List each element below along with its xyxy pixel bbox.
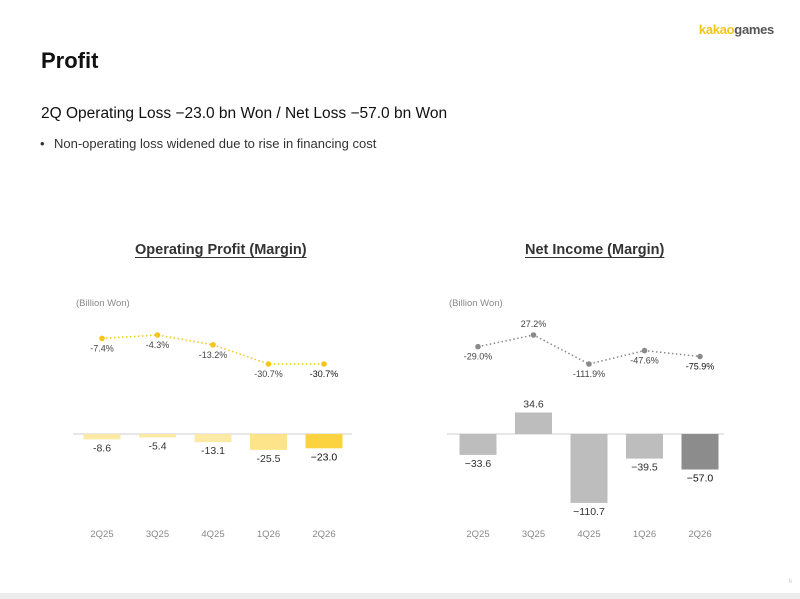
op-bar-1Q26 bbox=[250, 434, 287, 450]
ni-category-label: 4Q25 bbox=[577, 529, 600, 540]
operating-profit-chart: -8.6 -7.4% 2Q25 -5.4 -4.3% 3Q25 -13.1 -13.2% 4Q2… bbox=[73, 332, 352, 540]
op-margin-dot bbox=[321, 361, 327, 367]
ni-margin-label: -111.9% bbox=[573, 369, 605, 379]
op-bar-4Q25 bbox=[194, 434, 232, 443]
ni-margin-dot bbox=[586, 361, 592, 367]
ni-margin-dot bbox=[697, 353, 703, 360]
bullet-text: Non-operating loss widened due to rise i… bbox=[54, 136, 377, 151]
op-value-label: -5.4 bbox=[148, 440, 166, 452]
ni-category-label: 2Q25 bbox=[466, 529, 489, 540]
ni-margin-label: 27.2% bbox=[521, 319, 547, 329]
ni-bar-3Q25 bbox=[515, 412, 552, 434]
op-margin-label: -30.7% bbox=[254, 369, 283, 379]
ni-margin-dot bbox=[475, 343, 481, 350]
op-value-label: -25.5 bbox=[257, 453, 281, 465]
ni-margin-label: -47.6% bbox=[630, 356, 659, 366]
op-unit-label: (Billion Won) bbox=[76, 298, 130, 309]
op-value-label: −23.0 bbox=[311, 451, 338, 463]
ni-category-label: 1Q26 bbox=[633, 529, 656, 540]
op-bar-2Q25 bbox=[83, 434, 121, 440]
op-margin-line bbox=[101, 334, 324, 365]
ni-bar-2Q25 bbox=[459, 434, 497, 455]
ni-margin-dot bbox=[641, 347, 648, 354]
ni-value-label: −33.6 bbox=[465, 458, 492, 470]
kakaogames-logo: kakaogames bbox=[698, 22, 774, 37]
ni-unit-label: (Billion Won) bbox=[449, 298, 503, 309]
footer-bar bbox=[0, 593, 800, 599]
ni-margin-line bbox=[477, 334, 701, 365]
ni-category-label: 3Q25 bbox=[522, 529, 545, 540]
ni-value-label: −57.0 bbox=[687, 473, 714, 485]
op-margin-dot bbox=[154, 332, 161, 338]
op-category-label: 1Q26 bbox=[257, 529, 280, 540]
op-category-label: 3Q25 bbox=[146, 529, 169, 540]
bullet-icon: • bbox=[40, 136, 45, 151]
ni-bar-4Q25 bbox=[570, 434, 608, 503]
op-margin-dot bbox=[210, 342, 216, 348]
ni-value-label: 34.6 bbox=[523, 399, 544, 411]
ni-bar-2Q26 bbox=[681, 434, 719, 470]
page-number: 6 bbox=[788, 579, 792, 585]
op-category-label: 2Q25 bbox=[90, 529, 113, 540]
op-value-label: -8.6 bbox=[93, 442, 111, 454]
op-margin-label: -7.4% bbox=[90, 343, 114, 353]
op-margin-label: -4.3% bbox=[146, 340, 170, 350]
ni-chart-title: Net Income (Margin) bbox=[525, 242, 665, 258]
ni-category-label: 2Q26 bbox=[688, 529, 711, 540]
op-bar-3Q25 bbox=[139, 434, 176, 438]
ni-bar-1Q26 bbox=[626, 434, 663, 459]
headline: 2Q Operating Loss −23.0 bn Won / Net Los… bbox=[41, 105, 448, 122]
op-category-label: 4Q25 bbox=[201, 529, 224, 540]
op-value-label: -13.1 bbox=[201, 445, 225, 457]
ni-margin-label: -75.9% bbox=[686, 362, 715, 372]
op-margin-dot bbox=[99, 335, 105, 342]
op-margin-label: -30.7% bbox=[310, 369, 339, 379]
op-margin-dot bbox=[265, 361, 272, 367]
op-margin-label: -13.2% bbox=[199, 350, 228, 360]
ni-value-label: −39.5 bbox=[631, 462, 658, 474]
net-income-chart: −33.6 -29.0% 2Q25 34.6 27.2% 3Q25 −110.7 -111.9… bbox=[447, 319, 724, 540]
bullet-point: • Non-operating loss widened due to rise … bbox=[40, 136, 376, 151]
op-bar-2Q26 bbox=[305, 434, 343, 449]
op-chart-title: Operating Profit (Margin) bbox=[135, 242, 307, 258]
ni-margin-label: -29.0% bbox=[464, 352, 493, 362]
op-category-label: 2Q26 bbox=[312, 529, 335, 540]
ni-value-label: −110.7 bbox=[573, 506, 605, 518]
ni-margin-dot bbox=[530, 332, 537, 338]
page-title: Profit bbox=[41, 48, 99, 73]
